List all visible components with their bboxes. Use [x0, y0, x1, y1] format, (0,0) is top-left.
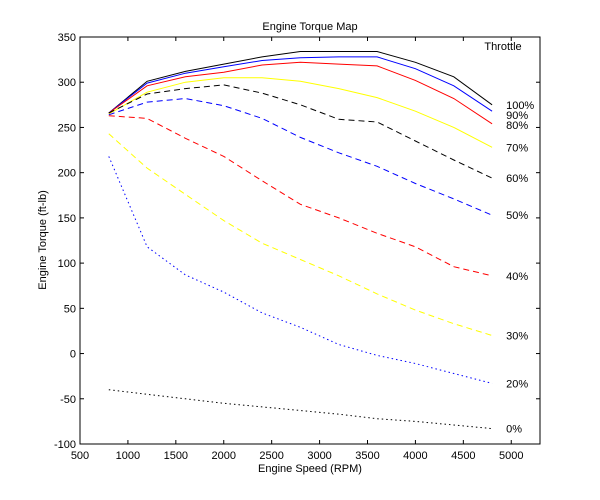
series-end-label: 30%	[506, 330, 528, 342]
y-tick-label: -100	[54, 439, 76, 451]
series-end-label: 60%	[506, 173, 528, 185]
series-line-0pct	[108, 389, 493, 430]
chart-title: Engine Torque Map	[262, 21, 357, 33]
x-tick-label: 1000	[116, 450, 140, 462]
plot-area: 500 1000 1500 2000 2500 3000 3500 4000 4500 5000-…	[54, 32, 541, 462]
series-end-label: 70%	[506, 142, 528, 154]
series-end-label: 80%	[506, 120, 528, 132]
series-end-label: 40%	[506, 271, 528, 283]
series-line-20pct	[108, 156, 493, 384]
x-tick-label: 500	[71, 450, 89, 462]
series-line-30pct	[108, 133, 493, 336]
y-tick-label: 150	[58, 213, 76, 225]
series-line-100pct	[108, 51, 493, 114]
legend-title: Throttle	[484, 41, 521, 53]
x-tick-label: 2000	[212, 450, 236, 462]
x-tick-label: 3000	[307, 450, 331, 462]
series-line-70pct	[108, 77, 493, 148]
series-line-60pct	[108, 84, 493, 179]
axes-box	[79, 36, 541, 445]
x-tick-label: 5000	[499, 450, 523, 462]
x-tick-label: 2500	[259, 450, 283, 462]
x-tick-label: 4500	[451, 450, 475, 462]
series-end-label: 90%	[506, 110, 528, 122]
y-tick-label: 50	[64, 303, 76, 315]
series-end-label: 20%	[506, 378, 528, 390]
y-tick-label: 100	[58, 258, 76, 270]
y-tick-label: 0	[70, 349, 76, 361]
series-end-label: 100%	[506, 100, 534, 112]
series-line-80pct	[108, 61, 493, 125]
y-axis-label: Engine Torque (ft-lb)	[37, 190, 49, 289]
y-tick-label: 350	[58, 32, 76, 44]
y-tick-label: 200	[58, 168, 76, 180]
x-tick-label: 3500	[355, 450, 379, 462]
x-axis-label: Engine Speed (RPM)	[258, 463, 362, 475]
y-tick-label: 300	[58, 77, 76, 89]
series-line-40pct	[108, 115, 493, 277]
y-tick-label: -50	[60, 394, 76, 406]
series-line-90pct	[108, 56, 493, 114]
y-tick-label: 250	[58, 122, 76, 134]
x-tick-label: 4000	[403, 450, 427, 462]
x-tick-label: 1500	[164, 450, 188, 462]
series-end-label: 50%	[506, 210, 528, 222]
series-line-50pct	[108, 97, 493, 216]
series-end-label: 0%	[506, 424, 522, 436]
